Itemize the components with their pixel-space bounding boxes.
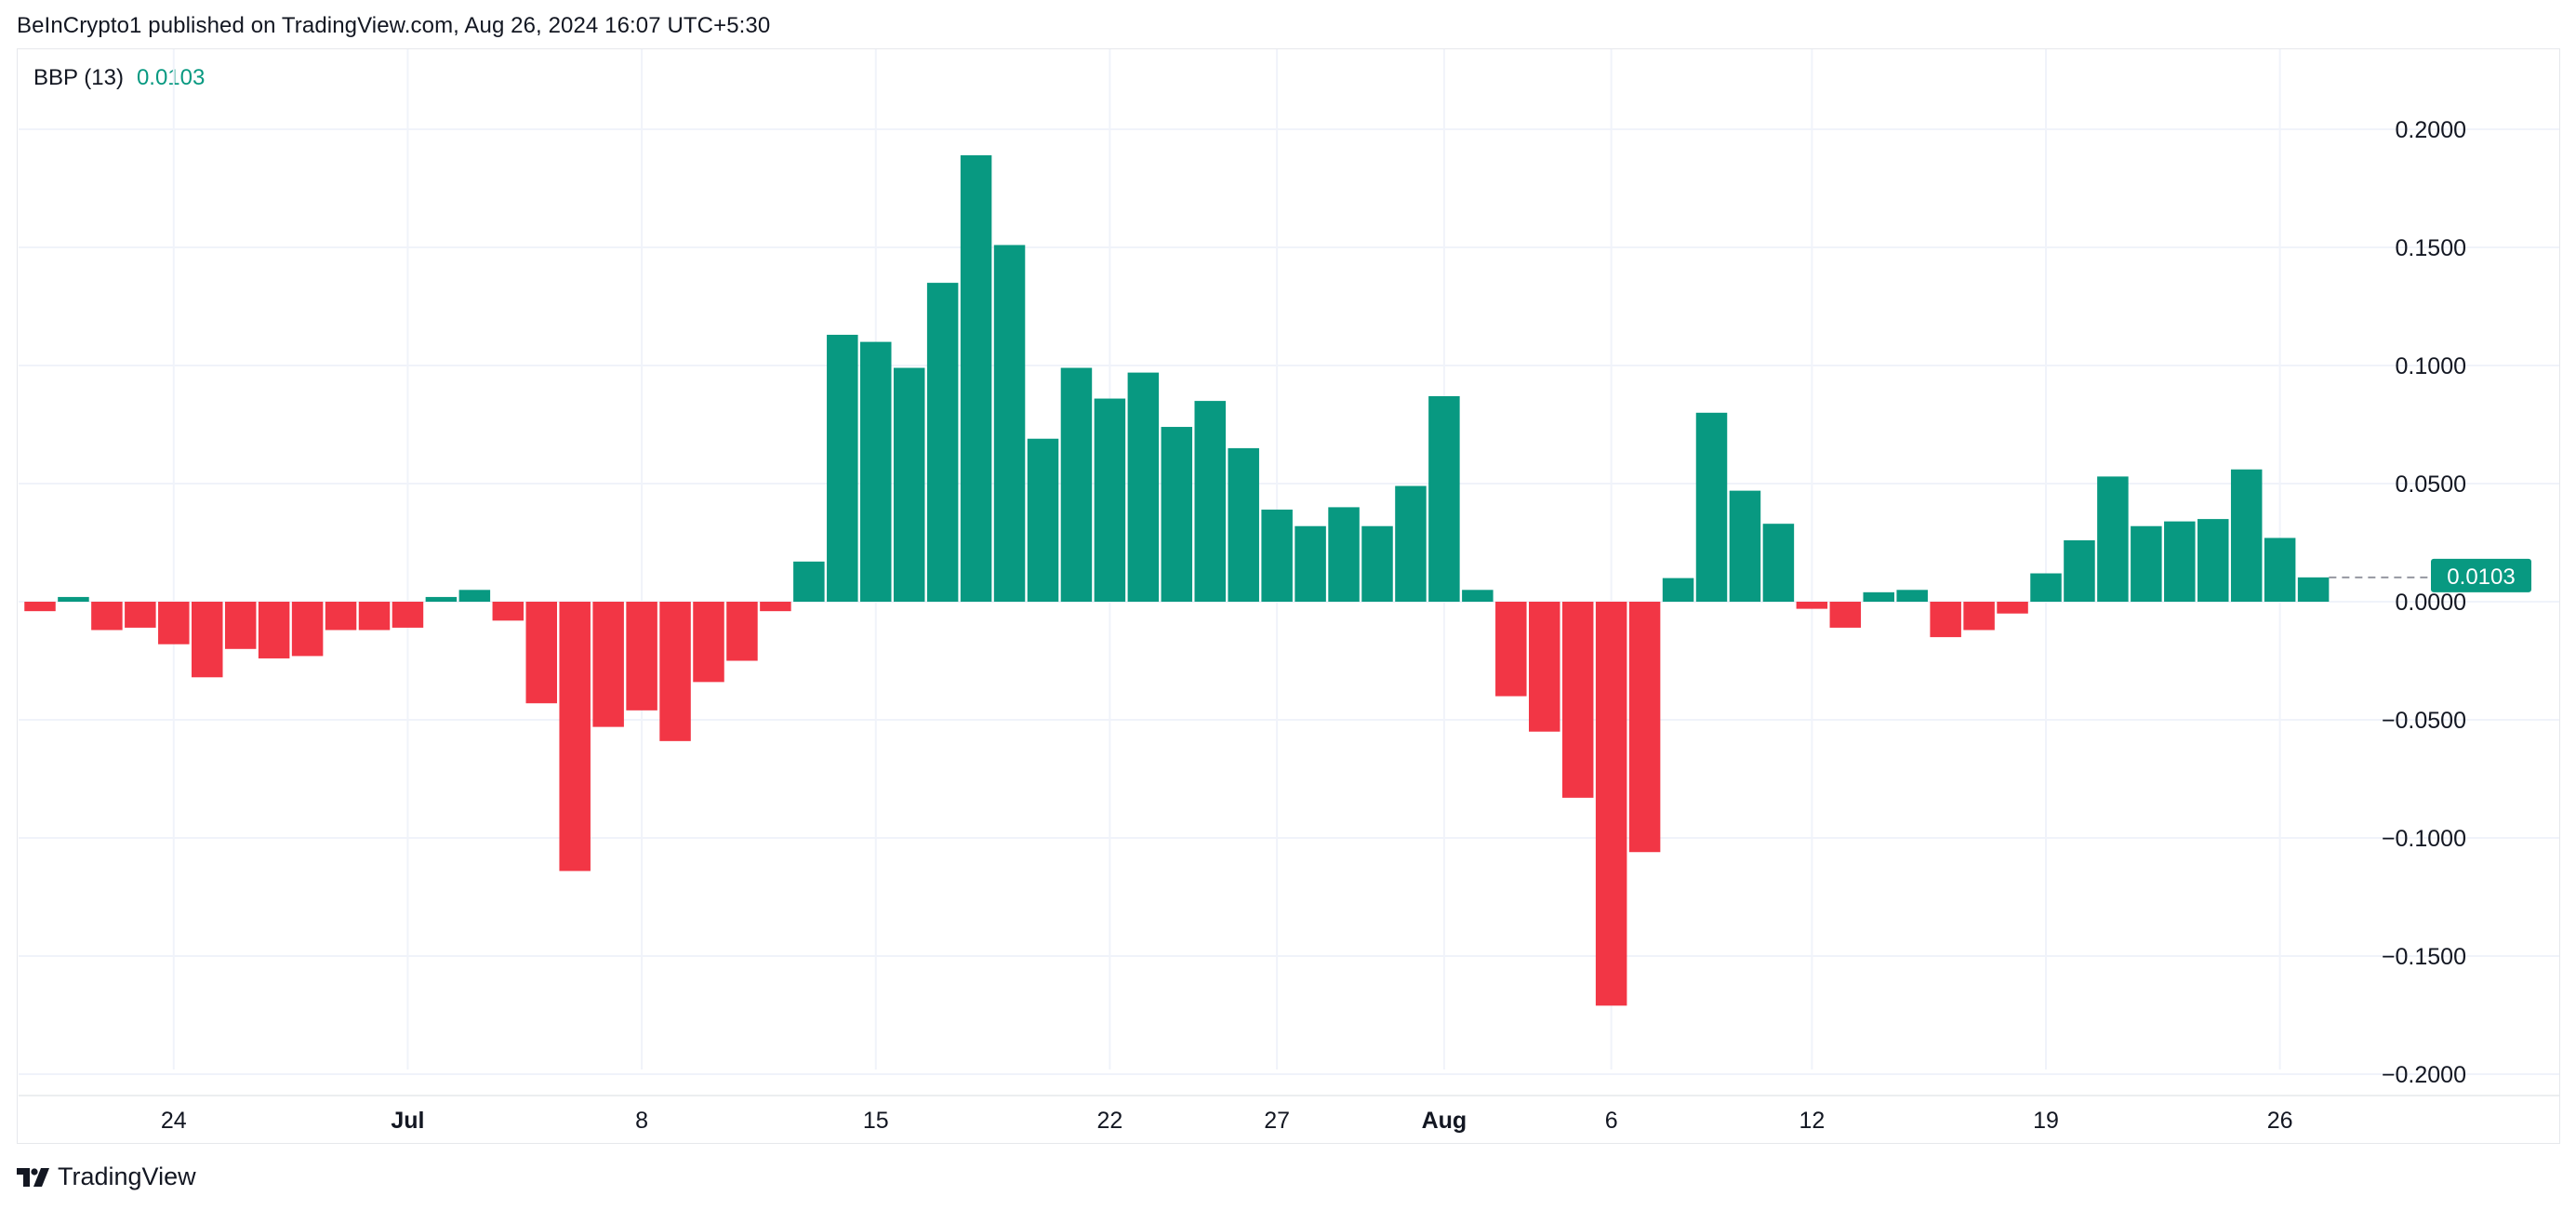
tradingview-logo-icon (17, 1167, 49, 1187)
indicator-value: 0.0103 (136, 65, 206, 90)
chart-panel[interactable] (17, 48, 2560, 1144)
tradingview-logo[interactable]: TradingView (17, 1162, 196, 1191)
indicator-legend[interactable]: BBP (13) 0.0103 (33, 65, 205, 91)
tradingview-brand: TradingView (58, 1162, 196, 1190)
indicator-name: BBP (13) (33, 65, 124, 90)
publisher-info: BeInCrypto1 published on TradingView.com… (17, 13, 771, 38)
